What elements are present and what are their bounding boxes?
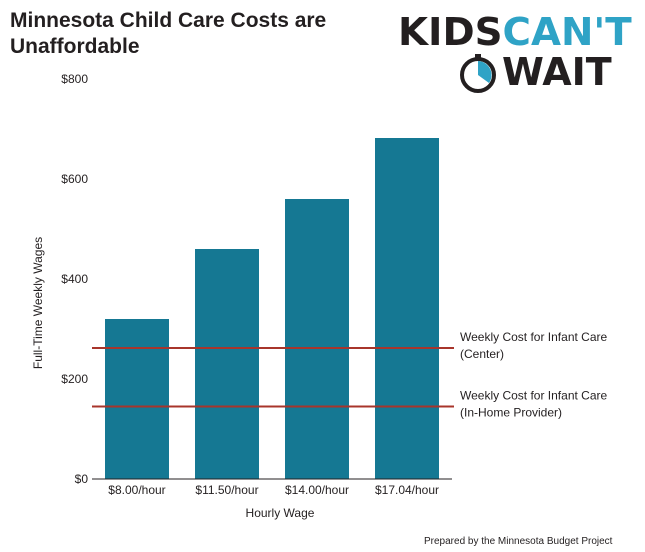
y-axis-label: Full-Time Weekly Wages xyxy=(31,237,45,369)
y-tick-label: $800 xyxy=(61,72,88,86)
bar xyxy=(195,249,259,479)
reference-line-label: Weekly Cost for Infant Care xyxy=(460,389,607,403)
bar xyxy=(105,319,169,479)
x-tick-label: $17.04/hour xyxy=(375,483,439,497)
x-tick-label: $8.00/hour xyxy=(108,483,165,497)
bar xyxy=(285,199,349,479)
reference-line-label: Weekly Cost for Infant Care xyxy=(460,330,607,344)
bars xyxy=(105,138,439,479)
reference-line-sublabel: (Center) xyxy=(460,347,504,361)
x-axis-ticks: $8.00/hour $11.50/hour $14.00/hour $17.04/h… xyxy=(108,483,439,497)
y-axis-ticks: $0 $200 $400 $600 $800 xyxy=(61,72,88,486)
x-tick-label: $14.00/hour xyxy=(285,483,349,497)
y-tick-label: $400 xyxy=(61,272,88,286)
y-tick-label: $0 xyxy=(75,472,89,486)
footer-credit: Prepared by the Minnesota Budget Project xyxy=(424,536,612,547)
reference-lines: Weekly Cost for Infant Care (Center) Weekl… xyxy=(92,330,607,420)
x-axis-label: Hourly Wage xyxy=(246,506,315,520)
y-tick-label: $200 xyxy=(61,372,88,386)
bar xyxy=(375,138,439,479)
y-tick-label: $600 xyxy=(61,172,88,186)
reference-line-sublabel: (In-Home Provider) xyxy=(460,406,562,420)
x-tick-label: $11.50/hour xyxy=(195,483,258,497)
